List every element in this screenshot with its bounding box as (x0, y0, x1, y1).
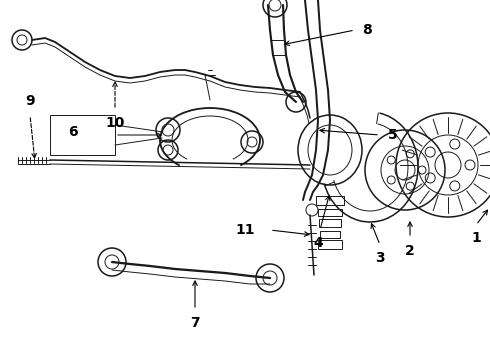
Text: 11: 11 (236, 223, 255, 237)
Bar (316, 196, 344, 205)
Text: 8: 8 (362, 23, 372, 37)
Text: 6: 6 (68, 125, 77, 139)
Text: 3: 3 (375, 251, 385, 265)
Text: 5: 5 (388, 128, 398, 142)
Text: 10: 10 (105, 116, 124, 130)
Text: 1: 1 (471, 231, 481, 245)
Text: 4: 4 (313, 236, 323, 250)
Bar (319, 219, 341, 227)
Bar (318, 240, 342, 249)
Bar (320, 231, 340, 238)
Text: 7: 7 (190, 316, 200, 330)
Bar (318, 209, 342, 216)
Text: 9: 9 (25, 94, 35, 108)
Bar (50, 115, 115, 155)
Text: 2: 2 (405, 244, 415, 258)
